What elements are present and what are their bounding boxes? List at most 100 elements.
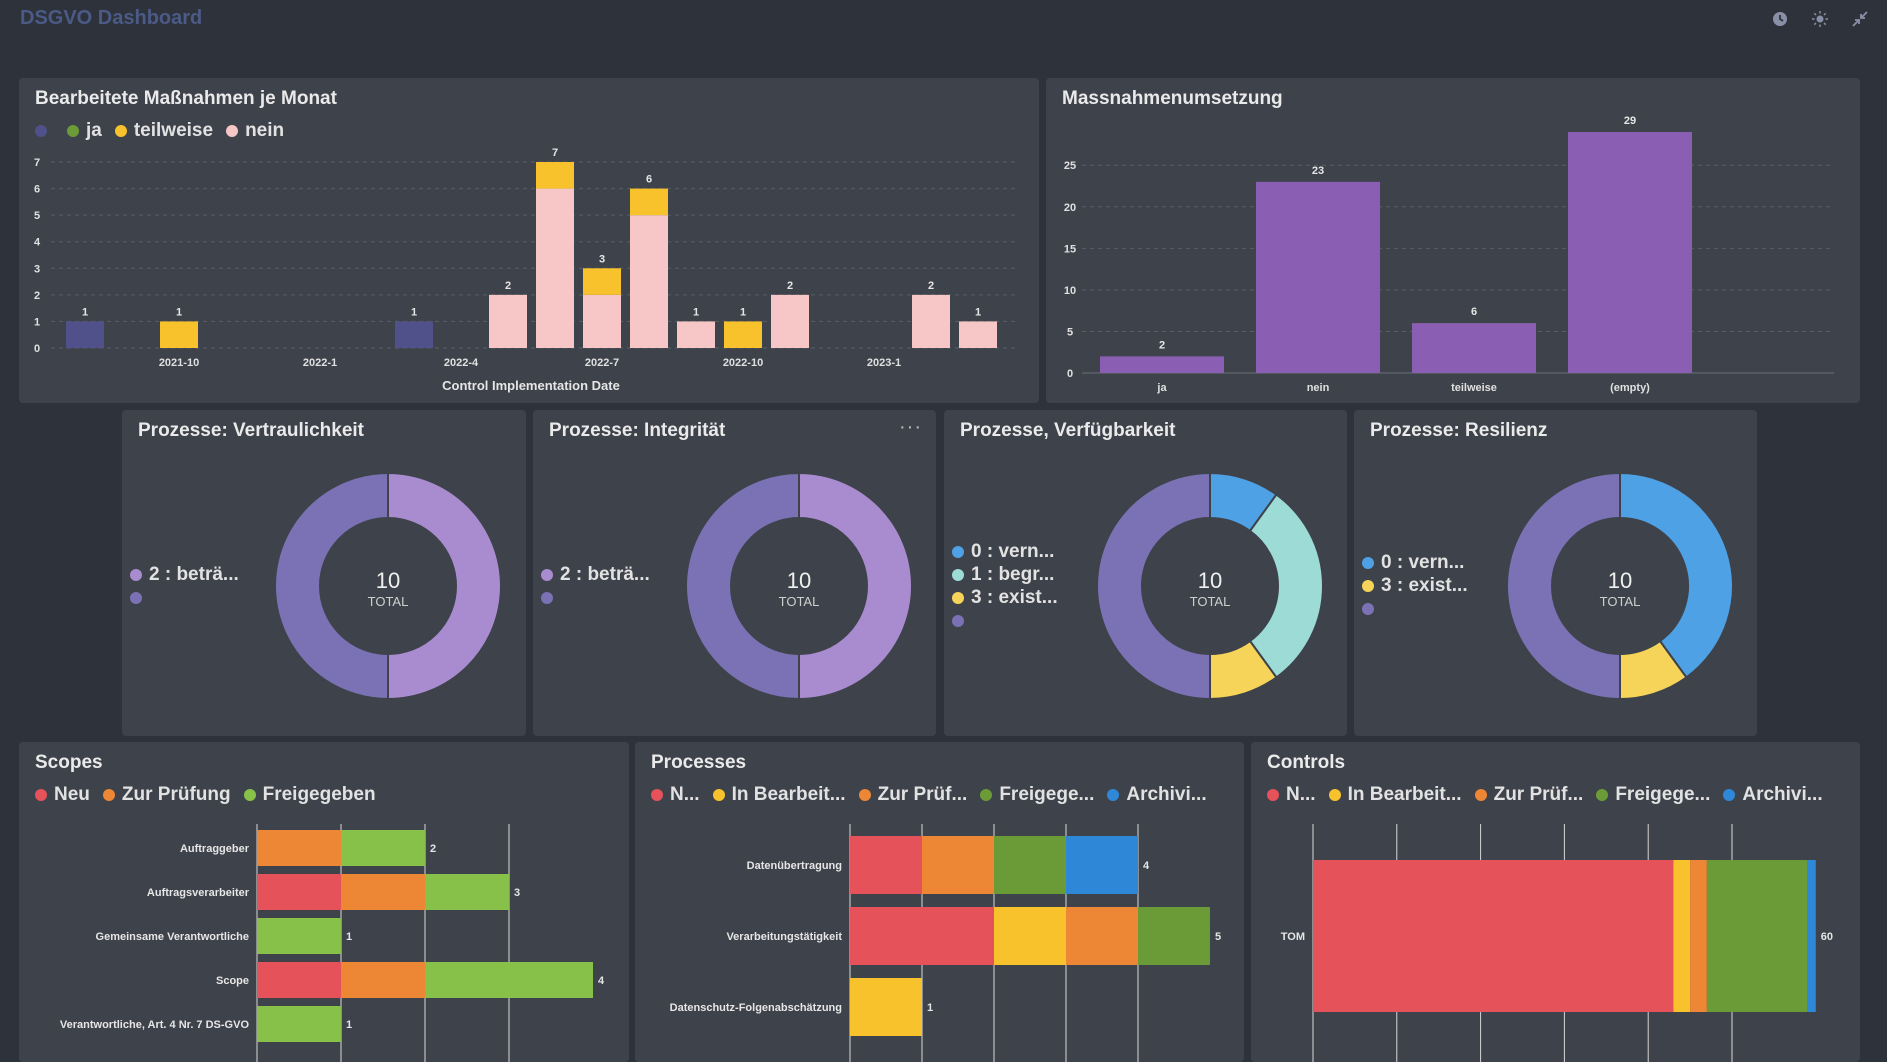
data-label: 2	[430, 843, 436, 855]
legend-item[interactable]: 0 : vern...	[952, 541, 1058, 562]
legend-item[interactable]: 2 : beträ...	[130, 564, 239, 585]
card-integritaet-title: Prozesse: Integrität	[549, 420, 726, 441]
y-tick-label: TOM	[1281, 931, 1305, 943]
legend-item[interactable]: 3 : exist...	[952, 587, 1058, 608]
bar-segment	[257, 962, 341, 998]
donut-slice	[1619, 471, 1734, 679]
legend-dot-icon	[114, 125, 127, 137]
legend-label: N...	[1286, 784, 1316, 805]
legend-item[interactable]	[35, 125, 54, 137]
legend-item[interactable]	[541, 588, 650, 608]
y-tick-label: 4	[34, 237, 41, 249]
bar-segment	[912, 294, 950, 348]
bar-segment	[994, 836, 1066, 894]
legend-item[interactable]: Freigege...	[980, 784, 1094, 806]
x-tick-label: 2021-10	[159, 357, 199, 369]
legend-item[interactable]: 3 : exist...	[1362, 575, 1468, 596]
card-processes: Processes N... In Bearbeit... Zur Prüf... F…	[635, 742, 1244, 1062]
legend-item[interactable]: Zur Prüfung	[102, 784, 231, 806]
data-label: 2	[1159, 339, 1165, 351]
card-verfuegbarkeit: Prozesse, Verfügbarkeit 0 : vern... 1 : b…	[944, 410, 1347, 736]
y-tick-label: 20	[1064, 202, 1076, 214]
legend-label: 0 : vern...	[1381, 552, 1465, 573]
legend-item[interactable]	[1362, 599, 1468, 619]
legend-dot-icon	[952, 546, 964, 558]
chart-scopes: Auftraggeber 2 Auftragsverarbeiter 3 Gemeins…	[60, 824, 605, 1062]
legend-dot-icon	[541, 592, 553, 604]
data-label: 1	[693, 306, 699, 318]
legend-dot-icon	[243, 789, 256, 801]
legend-dot-icon	[130, 592, 142, 604]
legend-label: Archivi...	[1742, 784, 1823, 805]
bar-segment	[257, 874, 341, 910]
legend-item[interactable]: Zur Prüf...	[1474, 784, 1583, 806]
legend-item[interactable]: In Bearbeit...	[712, 784, 846, 806]
legend: N... In Bearbeit... Zur Prüf... Freigege...…	[651, 784, 1220, 806]
legend-item[interactable]	[952, 611, 1058, 631]
legend-item[interactable]: N...	[1267, 784, 1316, 806]
x-tick-label: 2022-4	[444, 357, 479, 369]
legend-item[interactable]: 1 : begr...	[952, 564, 1058, 585]
x-tick-label: (empty)	[1610, 382, 1650, 394]
legend-label: In Bearbeit...	[1347, 784, 1462, 805]
legend-item[interactable]: Freigegeben	[243, 784, 376, 806]
data-label: 2	[505, 280, 511, 292]
donut-slice	[1096, 471, 1211, 701]
legend-item[interactable]: N...	[651, 784, 700, 806]
legend-dot-icon	[35, 125, 47, 137]
bar-segment	[583, 294, 621, 348]
legend-item[interactable]: teilweise	[114, 120, 213, 142]
legend-item[interactable]: Zur Prüf...	[858, 784, 967, 806]
x-axis-label: Control Implementation Date	[442, 378, 620, 393]
bar-segment	[489, 294, 527, 348]
chart-controls: TOM 60	[1281, 824, 1833, 1062]
legend-item[interactable]: Neu	[35, 784, 90, 806]
legend-item[interactable]: Freigege...	[1596, 784, 1710, 806]
donut-slice	[685, 471, 800, 701]
total-label: TOTAL	[1190, 594, 1231, 609]
legend-item[interactable]: 0 : vern...	[1362, 552, 1468, 573]
legend-label: N...	[670, 784, 700, 805]
bar-segment	[1690, 860, 1707, 1012]
data-label: 1	[975, 306, 981, 318]
legend-item[interactable]: Archivi...	[1723, 784, 1823, 806]
card-massnahmen-title: Massnahmenumsetzung	[1062, 88, 1283, 109]
data-label: 1	[927, 1002, 933, 1014]
data-label: 23	[1312, 165, 1324, 177]
legend-label: In Bearbeit...	[731, 784, 846, 805]
donut-slice	[274, 471, 389, 701]
y-tick-label: 0	[1067, 368, 1073, 380]
data-label: 29	[1624, 115, 1636, 127]
legend-dot-icon	[130, 569, 142, 581]
card-vertraulichkeit-title: Prozesse: Vertraulichkeit	[138, 420, 364, 441]
legend-item[interactable]: ja	[67, 120, 102, 142]
legend-item[interactable]: In Bearbeit...	[1328, 784, 1462, 806]
data-label: 1	[82, 306, 88, 318]
legend-label: Archivi...	[1126, 784, 1207, 805]
bar-segment	[1138, 907, 1210, 965]
more-options-icon[interactable]: ···	[899, 416, 922, 438]
bar-segment	[1066, 907, 1138, 965]
legend-item[interactable]: nein	[226, 120, 284, 142]
legend-dot-icon	[1107, 789, 1120, 801]
y-tick-label: Datenschutz-Folgenabschätzung	[670, 1002, 842, 1014]
bar-segment	[341, 962, 425, 998]
legend-item[interactable]	[130, 588, 239, 608]
clock-icon[interactable]	[1771, 10, 1789, 28]
legend-item[interactable]: 2 : beträ...	[541, 564, 650, 585]
y-tick-label: 3	[34, 263, 40, 275]
total-value: 10	[787, 568, 811, 593]
bar-segment	[1706, 860, 1808, 1012]
top-bar: DSGVO Dashboard	[0, 0, 1887, 40]
y-tick-label: 1	[34, 316, 40, 328]
collapse-icon[interactable]	[1851, 10, 1869, 28]
chart-monthly: 0 1 2 3 4 5 6 7 2021-10 2022-1 2022-4 2022-7 2022-10…	[34, 147, 1017, 393]
legend-item[interactable]: Archivi...	[1107, 784, 1207, 806]
data-label: 60	[1821, 931, 1833, 943]
total-label: TOTAL	[779, 594, 820, 609]
data-label: 6	[646, 174, 652, 186]
brightness-icon[interactable]	[1811, 10, 1829, 28]
total-value: 10	[1608, 568, 1632, 593]
